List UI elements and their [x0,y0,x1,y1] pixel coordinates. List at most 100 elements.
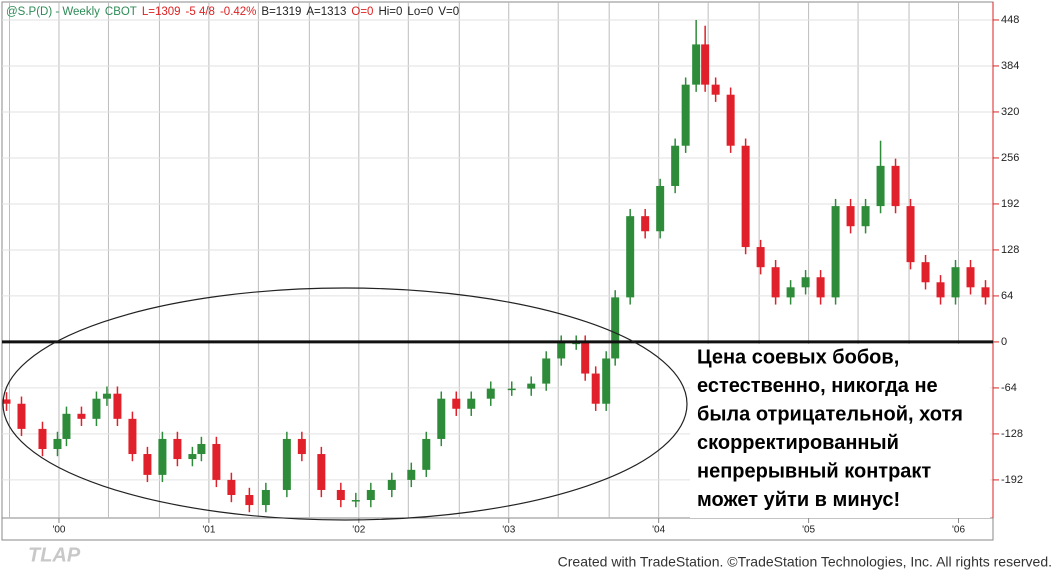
candle-body [245,495,254,506]
candle-body [366,489,375,501]
candle-body [831,206,840,298]
candle-body [128,418,137,455]
candle-body [387,479,396,490]
header: @S.P(D) - Weekly CBOT L=1309 -5 4/8 -0.42% B=… [6,6,459,18]
candle-body [2,399,11,404]
candle-body [626,216,635,298]
candle-body [77,413,86,419]
candle-body [591,373,600,404]
candle-body [876,165,885,207]
candle-body [261,489,270,506]
header-field: O=0 [351,6,373,18]
candle-body [527,383,536,389]
annotation-line: может уйти в минус! [697,489,900,511]
candle-body [557,342,566,359]
header-field: A=1313 [306,6,346,18]
candle-body [317,454,326,490]
highlight-ellipse [2,287,688,521]
candle-body [786,287,795,298]
header-field: V=0 [438,6,459,18]
header-field: B=1319 [261,6,301,18]
candle-body [53,438,62,450]
candle-body [227,479,236,496]
candle-body [656,185,665,232]
candle-body [966,267,975,288]
y-tick-label: -64 [1001,382,1017,394]
candle-body [921,262,930,283]
y-tick-label: -192 [1001,474,1023,486]
x-tick-label: '03 [502,525,515,536]
candle-body [756,247,765,268]
annotation-box [690,344,990,518]
y-tick-label: -128 [1001,428,1023,440]
candle-body [336,489,345,501]
header-field: @S.P(D) - Weekly [6,6,100,18]
candle-body [542,358,551,384]
y-tick-label: 128 [1001,244,1019,256]
candles [2,19,990,513]
x-axis-strip [1,517,994,541]
footer: Created with TradeStation. ©TradeStation… [558,554,1052,570]
candle-body [452,398,461,409]
candle-body [692,44,701,85]
candle-body [507,388,516,391]
candle-body [102,393,111,399]
candle-body [113,393,122,419]
y-tick-label: 0 [1001,336,1007,348]
y-tick-label: 384 [1001,60,1019,72]
candle-body [891,165,900,207]
candle-body [351,500,360,502]
candle-body [611,297,620,359]
candle-body [711,84,720,95]
candle-body [701,44,710,85]
x-tick-label: '05 [802,525,815,536]
candle-body [212,443,221,480]
header-field: Hi=0 [378,6,402,18]
header-field: -0.42% [220,6,256,18]
y-tick-label: 256 [1001,152,1019,164]
candle-body [188,454,197,460]
annotation-line: естественно, никогда не [697,375,938,397]
candle-body [197,443,206,455]
y-tick-label: 448 [1001,14,1019,26]
candle-body [143,454,152,475]
candle-body [62,413,71,439]
candle-body [741,145,750,248]
annotation-line: была отрицательной, хотя [697,403,963,425]
header-field: L=1309 [142,6,181,18]
annotation-line: скорректированный [697,432,899,454]
x-tick-label: '06 [952,525,965,536]
candle-body [467,398,476,409]
candle-body [486,388,495,399]
candle-body [671,145,680,186]
candle-body [846,206,855,227]
candle-body [422,438,431,470]
annotation: Цена соевых бобов, естественно, никогда н… [697,346,963,511]
candle-body [17,403,26,429]
candle-body [641,216,650,232]
x-tick-label: '02 [352,525,365,536]
x-tick-label: '00 [52,525,65,536]
candle-body [282,438,291,490]
candle-body [581,342,590,374]
candle-body [906,206,915,263]
y-tick-label: 64 [1001,290,1013,302]
candle-body [297,438,306,455]
candle-body [437,398,446,439]
candle-body [816,277,825,298]
x-tick-label: '04 [652,525,665,536]
candle-body [681,84,690,146]
header-field: CBOT [105,6,137,18]
candle-body [173,438,182,460]
candle-body [801,277,810,288]
watermark: TLAP [28,544,81,566]
header-field: Lo=0 [407,6,433,18]
candle-body [771,267,780,298]
x-tick-label: '01 [202,525,215,536]
candle-body [726,94,735,146]
candle-body [936,282,945,298]
header-field: -5 4/8 [186,6,215,18]
candle-body [158,438,167,475]
candle-body [407,469,416,480]
